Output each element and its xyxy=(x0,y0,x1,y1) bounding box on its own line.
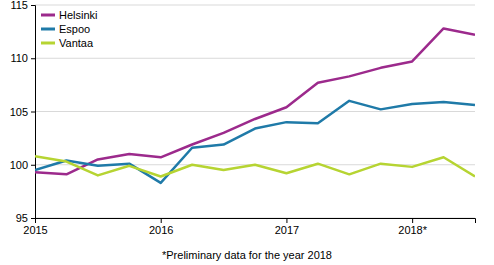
legend-label: Espoo xyxy=(59,23,90,35)
y-tick: 100 xyxy=(10,159,35,171)
x-tick-label: 2015 xyxy=(23,224,47,236)
y-tick-label: 100 xyxy=(10,159,28,171)
y-tick-label: 105 xyxy=(10,106,28,118)
series-line xyxy=(35,101,475,183)
y-tick-label: 95 xyxy=(16,212,28,224)
legend-item: Vantaa xyxy=(41,37,94,49)
x-tick-mark xyxy=(35,218,36,223)
y-tick: 105 xyxy=(10,106,35,118)
legend-swatch xyxy=(41,14,55,17)
grid xyxy=(35,5,475,218)
series-line xyxy=(35,156,475,176)
x-axis-line xyxy=(36,219,476,224)
y-tick-label: 115 xyxy=(10,0,28,11)
legend-swatch xyxy=(41,28,55,31)
x-tick-mark xyxy=(286,218,287,223)
x-tick: 2015 xyxy=(23,218,47,236)
y-tick-mark xyxy=(31,58,35,59)
y-axis: 95 100 105 110 115 xyxy=(10,0,36,224)
chart: 95 100 105 110 115 2015 2016 2017 2018* Helsinki E… xyxy=(0,0,494,265)
x-axis: 2015 2016 2017 2018* xyxy=(23,218,475,236)
series-line xyxy=(35,28,475,174)
legend-item: Helsinki xyxy=(41,9,98,21)
grid-line xyxy=(35,111,475,112)
y-tick-mark xyxy=(31,218,35,219)
x-tick-mark xyxy=(161,218,162,223)
x-tick: 2016 xyxy=(149,218,173,236)
plot: 95 100 105 110 115 2015 2016 2017 2018* Helsinki E… xyxy=(10,0,476,236)
x-tick: 2018* xyxy=(398,218,427,236)
y-tick: 115 xyxy=(10,0,35,11)
series-lines xyxy=(35,28,475,182)
legend-swatch xyxy=(41,42,55,45)
legend: Helsinki Espoo Vantaa xyxy=(41,9,98,49)
y-tick-mark xyxy=(31,5,35,6)
x-tick-mark xyxy=(412,218,413,223)
legend-item: Espoo xyxy=(41,23,90,35)
x-tick-label: 2018* xyxy=(398,224,427,236)
y-tick-mark xyxy=(31,112,35,113)
footnote: *Preliminary data for the year 2018 xyxy=(162,249,332,261)
legend-label: Vantaa xyxy=(59,37,94,49)
y-tick: 95 xyxy=(16,212,35,224)
x-tick-label: 2016 xyxy=(149,224,173,236)
x-tick: 2017 xyxy=(275,218,299,236)
y-tick-label: 110 xyxy=(10,52,28,64)
grid-line xyxy=(35,58,475,59)
grid-line xyxy=(35,5,475,6)
x-tick-label: 2017 xyxy=(275,224,299,236)
y-tick-mark xyxy=(31,165,35,166)
legend-label: Helsinki xyxy=(59,9,98,21)
y-axis-line xyxy=(31,6,36,219)
y-tick: 110 xyxy=(10,52,35,64)
